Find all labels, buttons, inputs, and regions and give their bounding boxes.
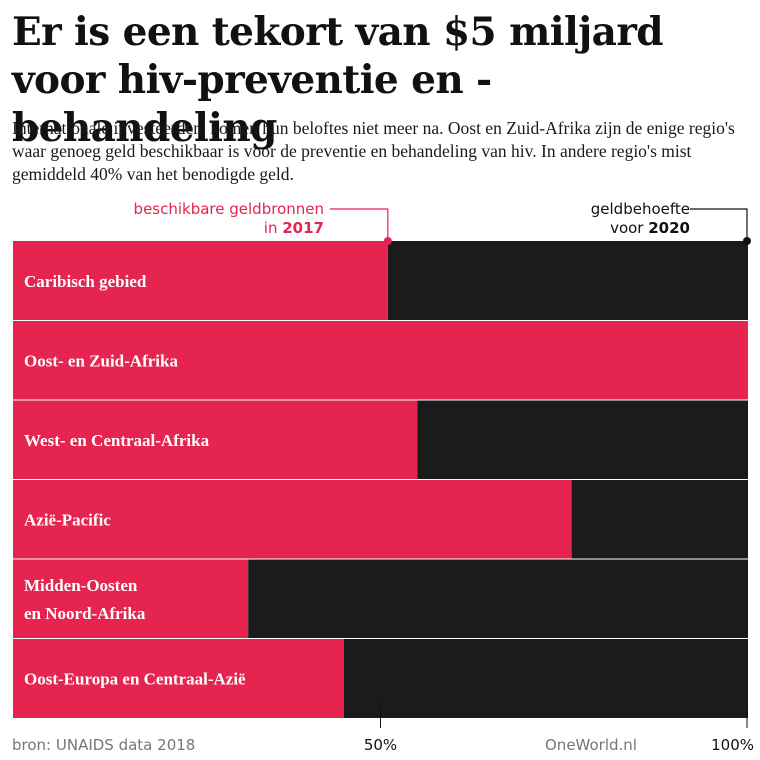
bar-available <box>13 559 249 639</box>
bar-label: Oost-Europa en Centraal-Azië <box>24 669 246 688</box>
need-marker-dot <box>743 237 751 245</box>
bar-label: Azië-Pacific <box>24 510 111 529</box>
need-leader-line <box>690 208 748 241</box>
bar-need <box>343 638 748 718</box>
bar-need <box>248 559 748 639</box>
available-annotation-line1: beschikbare geldbronnen <box>133 200 324 218</box>
bar-available <box>13 479 572 559</box>
tick-label: 100% <box>711 736 754 754</box>
bar-label: Caribisch gebied <box>24 272 147 291</box>
bar-label: en Noord-Afrika <box>24 604 146 623</box>
bar-available <box>13 638 344 718</box>
brand-credit: OneWorld.nl <box>545 736 637 754</box>
tick-label: 50% <box>364 736 397 754</box>
need-annotation-line1: geldbehoefte <box>590 200 690 218</box>
bar-need <box>571 479 748 559</box>
bar-available <box>13 320 748 400</box>
bar-label: Oost- en Zuid-Afrika <box>24 351 178 370</box>
bar-label: West- en Centraal-Afrika <box>24 431 210 450</box>
bar-label: Midden-Oosten <box>24 576 138 595</box>
available-leader-line <box>330 208 389 241</box>
chart-title: Er is een tekort van $5 miljard voor hiv… <box>12 9 664 151</box>
available-marker-dot <box>383 237 392 245</box>
available-annotation-year: 2017 <box>282 219 324 237</box>
bar-need <box>417 400 748 480</box>
bar-available <box>13 400 418 480</box>
bar-available <box>13 241 388 321</box>
source-note: bron: UNAIDS data 2018 <box>12 736 196 754</box>
need-annotation-year: 2020 <box>648 219 690 237</box>
chart-subtitle: Internationale investeerders komen hun b… <box>12 118 735 184</box>
bar-need <box>387 241 748 321</box>
available-annotation-line2: in 2017 <box>263 219 324 237</box>
need-annotation: geldbehoefte voor 2020 <box>591 200 690 238</box>
available-annotation: beschikbare geldbronnen in 2017 <box>134 200 324 238</box>
need-annotation-line2: voor 2020 <box>610 219 690 237</box>
